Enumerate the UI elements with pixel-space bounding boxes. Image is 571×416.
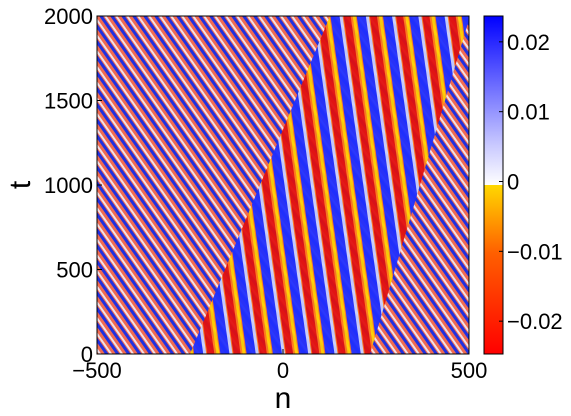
colorbar-tick-label: −0.02 — [507, 309, 563, 334]
y-tick-label: 1500 — [44, 89, 93, 114]
heatmap-texture — [190, 16, 469, 354]
y-tick-label: 500 — [56, 258, 93, 283]
x-tick-label: 500 — [451, 358, 488, 383]
colorbar-tick-label: −0.01 — [507, 239, 563, 264]
y-tick-label: 2000 — [44, 4, 93, 29]
y-tick-label: 1000 — [44, 173, 93, 198]
y-tick-label: 0 — [81, 342, 93, 367]
colorbar-tick-label: 0.02 — [507, 30, 550, 55]
y-axis-label: t — [4, 180, 37, 189]
x-axis-label: n — [275, 382, 292, 415]
colorbar-tick-label: 0 — [507, 170, 519, 195]
colorbar — [483, 15, 504, 355]
x-tick-label: −500 — [72, 358, 122, 383]
heatmap — [97, 16, 469, 354]
x-tick-label: 0 — [277, 358, 289, 383]
colorbar-tick-label: 0.01 — [507, 100, 550, 125]
